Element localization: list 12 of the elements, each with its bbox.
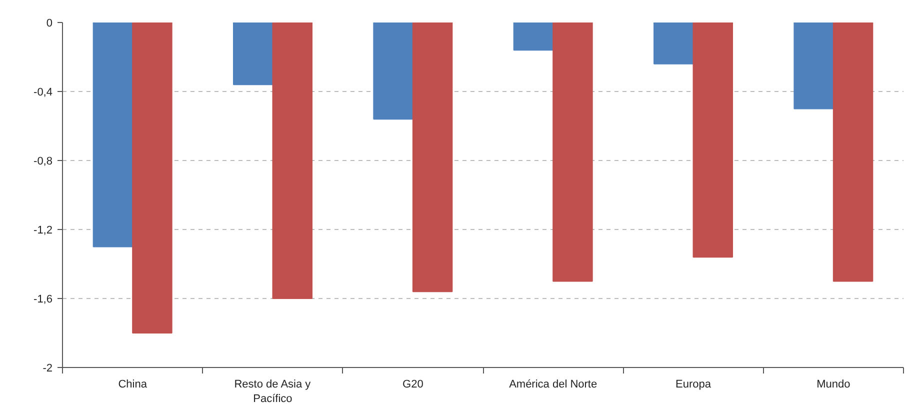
y-tick-label: 0	[46, 18, 53, 30]
y-tick-label: -0,8	[34, 156, 53, 168]
x-tick-label: Europa	[676, 378, 712, 390]
x-tick-label: G20	[402, 378, 424, 390]
y-tick-label: -2	[42, 362, 52, 374]
y-tick-label: -1,2	[34, 224, 53, 236]
x-tick-label: América del Norte	[509, 378, 598, 390]
x-tick-label: China	[118, 378, 148, 390]
y-tick-label: -1,6	[34, 294, 53, 306]
y-tick-label: -0,4	[34, 86, 53, 98]
x-tick-label: Mundo	[816, 378, 850, 390]
x-tick-label: Resto de Asia y Pacífico	[234, 378, 312, 405]
